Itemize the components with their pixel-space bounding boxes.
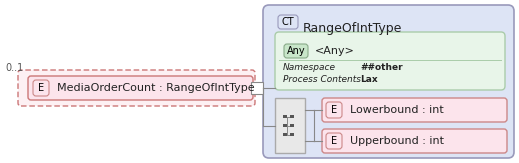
- FancyBboxPatch shape: [275, 32, 505, 90]
- Text: ##other: ##other: [360, 62, 403, 72]
- FancyBboxPatch shape: [28, 76, 253, 100]
- Text: Lax: Lax: [360, 74, 378, 83]
- Text: Upperbound : int: Upperbound : int: [350, 136, 444, 146]
- Text: E: E: [331, 136, 337, 146]
- FancyBboxPatch shape: [322, 98, 507, 122]
- Text: E: E: [331, 105, 337, 115]
- FancyBboxPatch shape: [326, 133, 342, 149]
- Text: MediaOrderCount : RangeOfIntType: MediaOrderCount : RangeOfIntType: [57, 83, 255, 93]
- FancyBboxPatch shape: [263, 5, 514, 158]
- Text: Any: Any: [286, 46, 305, 56]
- Bar: [290, 115, 294, 118]
- Bar: [275, 98, 305, 153]
- Bar: [283, 115, 287, 118]
- Text: RangeOfIntType: RangeOfIntType: [303, 22, 402, 35]
- Text: Namespace: Namespace: [283, 62, 336, 72]
- FancyBboxPatch shape: [284, 44, 308, 58]
- FancyBboxPatch shape: [18, 70, 255, 106]
- FancyBboxPatch shape: [322, 129, 507, 153]
- Text: <Any>: <Any>: [315, 46, 355, 56]
- Text: E: E: [38, 83, 44, 93]
- Bar: [283, 133, 287, 136]
- FancyBboxPatch shape: [326, 102, 342, 118]
- Text: 0..1: 0..1: [5, 63, 23, 73]
- Text: Lowerbound : int: Lowerbound : int: [350, 105, 444, 115]
- Text: Process Contents: Process Contents: [283, 74, 361, 83]
- Bar: [251, 82, 263, 94]
- Text: CT: CT: [282, 17, 294, 27]
- Bar: [290, 124, 294, 127]
- FancyBboxPatch shape: [278, 15, 298, 29]
- Bar: [283, 124, 287, 127]
- FancyBboxPatch shape: [33, 80, 49, 96]
- Bar: [290, 133, 294, 136]
